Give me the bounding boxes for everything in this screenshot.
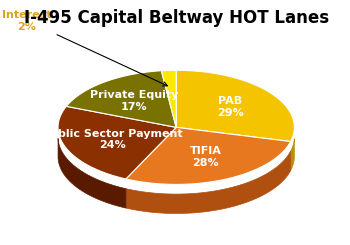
- Polygon shape: [126, 151, 290, 213]
- Polygon shape: [58, 138, 126, 208]
- Polygon shape: [66, 71, 176, 127]
- Text: I-495 Capital Beltway HOT Lanes: I-495 Capital Beltway HOT Lanes: [24, 9, 329, 27]
- Text: TIFIA
28%: TIFIA 28%: [189, 147, 221, 168]
- Text: Public Sector Payment
24%: Public Sector Payment 24%: [42, 129, 183, 150]
- Polygon shape: [290, 139, 294, 171]
- Polygon shape: [176, 70, 294, 142]
- Text: Private Equity
17%: Private Equity 17%: [90, 90, 178, 112]
- Text: Interest
2%: Interest 2%: [2, 10, 167, 86]
- Polygon shape: [58, 106, 176, 179]
- Text: PAB
29%: PAB 29%: [217, 96, 244, 118]
- Polygon shape: [161, 70, 176, 127]
- Polygon shape: [126, 127, 290, 184]
